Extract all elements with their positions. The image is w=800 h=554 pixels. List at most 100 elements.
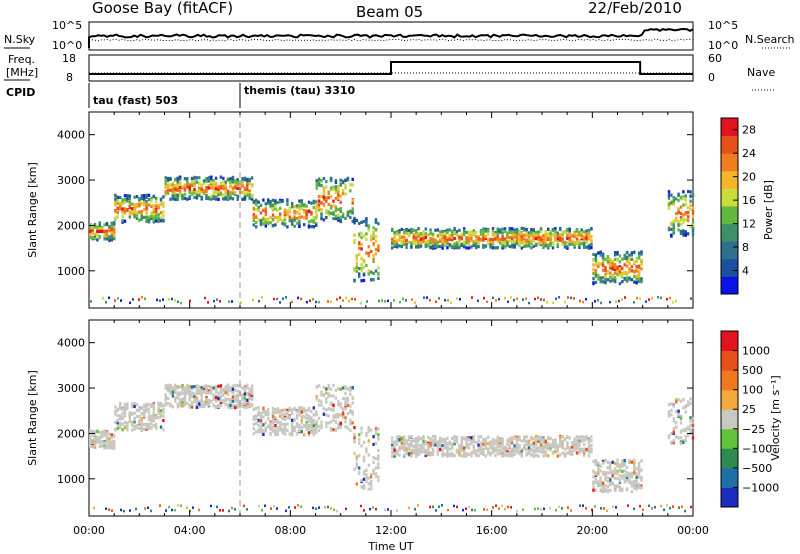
echo-cell — [315, 213, 318, 217]
echo-cell — [259, 411, 263, 416]
echo-cell — [613, 279, 617, 283]
echo-cell — [307, 408, 311, 412]
echo-cell — [320, 420, 323, 424]
echo-cell — [152, 208, 155, 212]
echo-cell — [571, 452, 574, 457]
echo-cell — [143, 200, 146, 205]
echo-cell — [305, 421, 308, 425]
echo-cell — [255, 417, 258, 421]
echo-cell — [222, 184, 225, 188]
echo-cell — [234, 185, 237, 189]
echo-cell — [147, 415, 151, 419]
echo-cell — [539, 241, 543, 245]
echo-cell — [689, 225, 692, 229]
echo-cell — [207, 400, 211, 404]
echo-cell — [618, 488, 622, 492]
echo-cell — [654, 505, 656, 509]
echo-cell — [592, 268, 595, 272]
echo-cell — [556, 237, 559, 241]
echo-cell — [547, 232, 550, 236]
echo-cell — [315, 179, 318, 183]
echo-cell — [511, 227, 514, 231]
echo-cell — [341, 415, 345, 419]
echo-cell — [465, 236, 468, 240]
echo-cell — [628, 253, 631, 257]
echo-cell — [250, 176, 254, 180]
echo-cell — [337, 191, 340, 195]
echo-cell — [298, 212, 301, 216]
echo-cell — [269, 204, 272, 208]
echo-cell — [467, 233, 471, 238]
echo-cell — [506, 453, 509, 457]
echo-cell — [640, 475, 643, 480]
echo-cell — [128, 197, 131, 201]
echo-cell — [222, 401, 225, 405]
echo-cell — [573, 297, 575, 300]
echo-cell — [513, 452, 516, 456]
echo-cell — [684, 438, 687, 442]
echo-cell — [374, 429, 378, 433]
echo-cell — [317, 399, 321, 403]
echo-cell — [307, 210, 311, 214]
echo-cell — [672, 419, 675, 423]
echo-cell — [618, 260, 622, 264]
echo-cell — [446, 238, 449, 242]
echo-cell — [554, 443, 557, 447]
echo-cell — [362, 459, 366, 463]
echo-cell — [424, 453, 427, 457]
echo-cell — [532, 239, 535, 243]
echo-cell — [597, 469, 600, 473]
colorbar-segment — [721, 206, 738, 225]
echo-cell — [679, 421, 683, 425]
echo-cell — [334, 208, 338, 212]
echo-cell — [164, 393, 167, 397]
echo-cell — [150, 421, 153, 425]
echo-cell — [471, 296, 473, 299]
echo-cell — [633, 269, 636, 273]
echo-cell — [523, 237, 526, 241]
echo-cell — [630, 480, 634, 484]
echo-cell — [513, 444, 516, 448]
echo-cell — [443, 229, 447, 234]
echo-cell — [210, 390, 213, 395]
echo-cell — [633, 301, 635, 304]
echo-cell — [372, 456, 375, 460]
echo-cell — [400, 239, 403, 243]
echo-cell — [611, 262, 614, 266]
echo-cell — [317, 199, 321, 203]
echo-cell — [171, 405, 175, 409]
echo-cell — [93, 506, 95, 510]
echo-cell — [114, 405, 117, 409]
echo-cell — [213, 299, 215, 303]
echo-cell — [542, 236, 545, 240]
echo-cell — [329, 394, 333, 398]
echo-cell — [609, 300, 611, 304]
echo-cell — [613, 469, 617, 473]
echo-cell — [231, 180, 235, 184]
echo-cell — [625, 258, 629, 262]
echo-cell — [241, 386, 244, 390]
echo-cell — [667, 196, 671, 200]
echo-cell — [491, 231, 495, 235]
echo-cell — [479, 238, 483, 242]
echo-cell — [355, 462, 358, 466]
echo-cell — [592, 470, 595, 474]
echo-cell — [633, 464, 636, 468]
echo-cell — [226, 405, 230, 409]
echo-cell — [575, 451, 579, 455]
echo-cell — [616, 265, 619, 269]
echo-cell — [349, 422, 352, 426]
echo-cell — [123, 402, 127, 407]
echo-cell — [554, 450, 557, 454]
echo-cell — [274, 199, 277, 203]
echo-cell — [599, 280, 602, 284]
echo-cell — [434, 443, 437, 447]
echo-cell — [178, 397, 182, 401]
echo-cell — [491, 246, 495, 250]
echo-cell — [534, 297, 536, 301]
echo-cell — [559, 443, 562, 447]
echo-cell — [604, 277, 607, 281]
echo-cell — [174, 177, 177, 181]
echo-cell — [143, 196, 146, 200]
echo-cell — [283, 213, 287, 217]
